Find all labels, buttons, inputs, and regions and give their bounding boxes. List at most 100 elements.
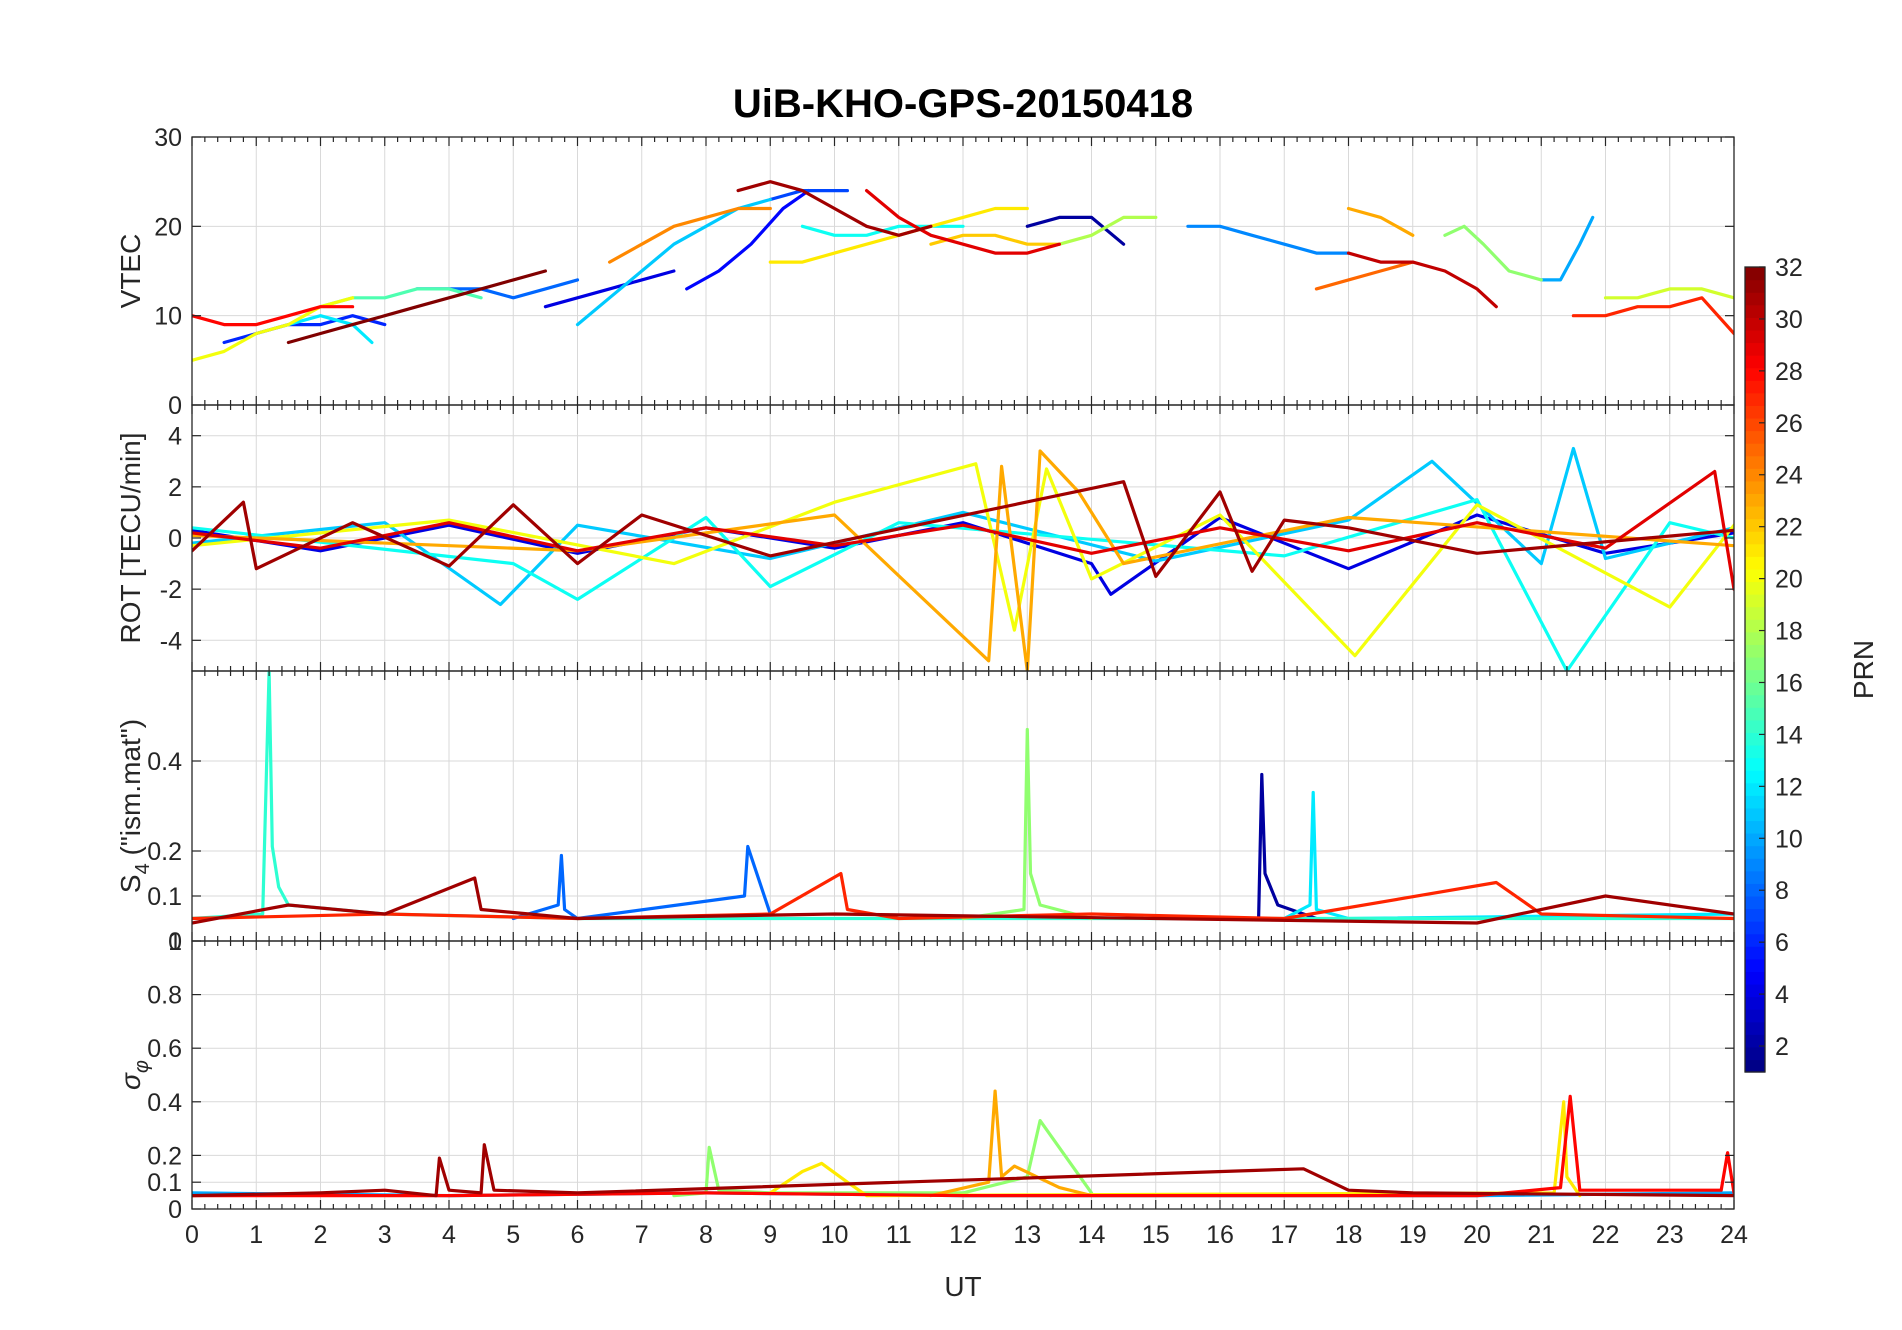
- colorbar-segment: [1745, 342, 1765, 356]
- colorbar-segment: [1745, 757, 1765, 771]
- y-tick-label: 0.2: [147, 838, 182, 866]
- series-vtec-prn-11: [575, 197, 772, 327]
- y-tick-label: 0.4: [147, 748, 182, 776]
- series-sigma_phi-prn-31: [192, 1143, 1734, 1198]
- colorbar-tick-label: 18: [1775, 618, 1803, 646]
- grid-s4: [191, 671, 1735, 942]
- colorbar-segment: [1745, 505, 1765, 520]
- colorbar-segment: [1745, 833, 1765, 847]
- y-tick-label: 0: [168, 1196, 182, 1224]
- colorbar-segment: [1745, 367, 1765, 381]
- x-axis-label: UT: [944, 1271, 981, 1302]
- x-tick-label: 22: [1592, 1221, 1620, 1249]
- series-vtec-prn-7: [768, 189, 850, 202]
- colorbar-tick-label: 4: [1775, 981, 1789, 1009]
- y-tick-label: 0.2: [147, 1142, 182, 1170]
- y-tick-label: 0.1: [147, 883, 182, 911]
- colorbar-segment: [1745, 405, 1765, 419]
- colorbar-segment: [1745, 719, 1765, 733]
- colorbar-segment: [1745, 807, 1765, 822]
- x-tick-label: 8: [699, 1221, 713, 1249]
- y-tick-label: 0.6: [147, 1035, 182, 1063]
- colorbar-tick-label: 16: [1775, 669, 1803, 697]
- series-rot-prn-23: [192, 449, 1734, 671]
- series-vtec-prn-22: [929, 233, 1062, 246]
- colorbar-tick-label: 12: [1775, 773, 1803, 801]
- colorbar-tick-label: 28: [1775, 358, 1803, 386]
- colorbar-segment: [1745, 682, 1765, 696]
- colorbar-segment: [1745, 480, 1765, 495]
- series-vtec-prn-32: [286, 269, 548, 345]
- colorbar-segment: [1745, 417, 1765, 432]
- x-tick-label: 21: [1527, 1221, 1555, 1249]
- y-axis-label-rot: ROT [TECU/min]: [115, 432, 146, 643]
- series-sigma_phi-prn-23: [929, 1089, 1094, 1198]
- colorbar-segment: [1745, 468, 1765, 482]
- colorbar-segment: [1745, 782, 1765, 796]
- series-rot-prn-13: [192, 498, 1734, 671]
- x-tick-label: 19: [1399, 1221, 1427, 1249]
- colorbar-segment: [1745, 355, 1765, 369]
- y-tick-label: 0: [168, 392, 182, 420]
- x-tick-label: 9: [763, 1221, 777, 1249]
- x-tick-label: 14: [1078, 1221, 1106, 1249]
- colorbar-label: PRN: [1848, 640, 1879, 699]
- series-vtec-prn-28: [192, 305, 355, 327]
- x-tick-label: 16: [1206, 1221, 1234, 1249]
- colorbar-segment: [1745, 971, 1765, 985]
- y-tick-label: 0.1: [147, 1169, 182, 1197]
- series-vtec-prn-17: [1443, 224, 1543, 282]
- colorbar-segment: [1745, 619, 1765, 633]
- colorbar-segment: [1745, 267, 1765, 281]
- series-vtec-prn-15: [318, 287, 483, 309]
- x-tick-label: 18: [1335, 1221, 1363, 1249]
- colorbar-segment: [1745, 744, 1765, 759]
- series-group-s4: [192, 671, 1734, 925]
- colorbar-segment: [1745, 279, 1765, 293]
- y-tick-label: 0: [168, 928, 182, 956]
- colorbar-segment: [1745, 543, 1765, 557]
- colorbar-segment: [1745, 292, 1765, 306]
- grid-sigma_phi: [191, 940, 1735, 1210]
- colorbar-segment: [1745, 380, 1765, 394]
- colorbar-tick-label: 32: [1775, 254, 1803, 282]
- y-tick-label: 4: [168, 423, 182, 451]
- y-axis-label-sigma_phi: σφ: [115, 1060, 153, 1090]
- series-vtec-prn-4: [543, 269, 676, 309]
- colorbar-segment: [1745, 1059, 1765, 1073]
- x-tick-label: 3: [378, 1221, 392, 1249]
- series-group-rot: [192, 446, 1734, 671]
- series-vtec-prn-5: [685, 189, 811, 291]
- x-tick-label: 10: [821, 1221, 849, 1249]
- colorbar-segment: [1745, 631, 1765, 645]
- x-tick-label: 11: [886, 1221, 912, 1249]
- colorbar-segment: [1745, 518, 1765, 532]
- colorbar-segment: [1745, 317, 1765, 331]
- colorbar-segment: [1745, 581, 1765, 595]
- series-vtec-prn-2: [1025, 215, 1126, 246]
- series-group-sigma_phi: [192, 1089, 1734, 1198]
- colorbar-segment: [1745, 656, 1765, 671]
- colorbar-segment: [1745, 455, 1765, 469]
- colorbar-tick-label: 10: [1775, 825, 1803, 853]
- colorbar-segment: [1745, 531, 1765, 545]
- colorbar-segment: [1745, 921, 1765, 935]
- colorbar-tick-label: 22: [1775, 514, 1803, 542]
- colorbar-segment: [1745, 795, 1765, 809]
- y-tick-label: 0.4: [147, 1089, 182, 1117]
- series-vtec-prn-25: [1314, 260, 1415, 291]
- colorbar-segment: [1745, 732, 1765, 746]
- series-sigma_phi-prn-28: [192, 1094, 1734, 1198]
- colorbar-segment: [1745, 430, 1765, 444]
- colorbar-segment: [1745, 883, 1765, 897]
- x-tick-label: 12: [949, 1221, 977, 1249]
- x-tick-label: 23: [1656, 1221, 1684, 1249]
- y-tick-label: -2: [160, 576, 182, 604]
- series-vtec-prn-19: [1603, 287, 1734, 300]
- colorbar-segment: [1745, 933, 1765, 947]
- colorbar-segment: [1745, 770, 1765, 784]
- series-s4-prn-2: [1218, 772, 1319, 921]
- colorbar-segment: [1745, 669, 1765, 683]
